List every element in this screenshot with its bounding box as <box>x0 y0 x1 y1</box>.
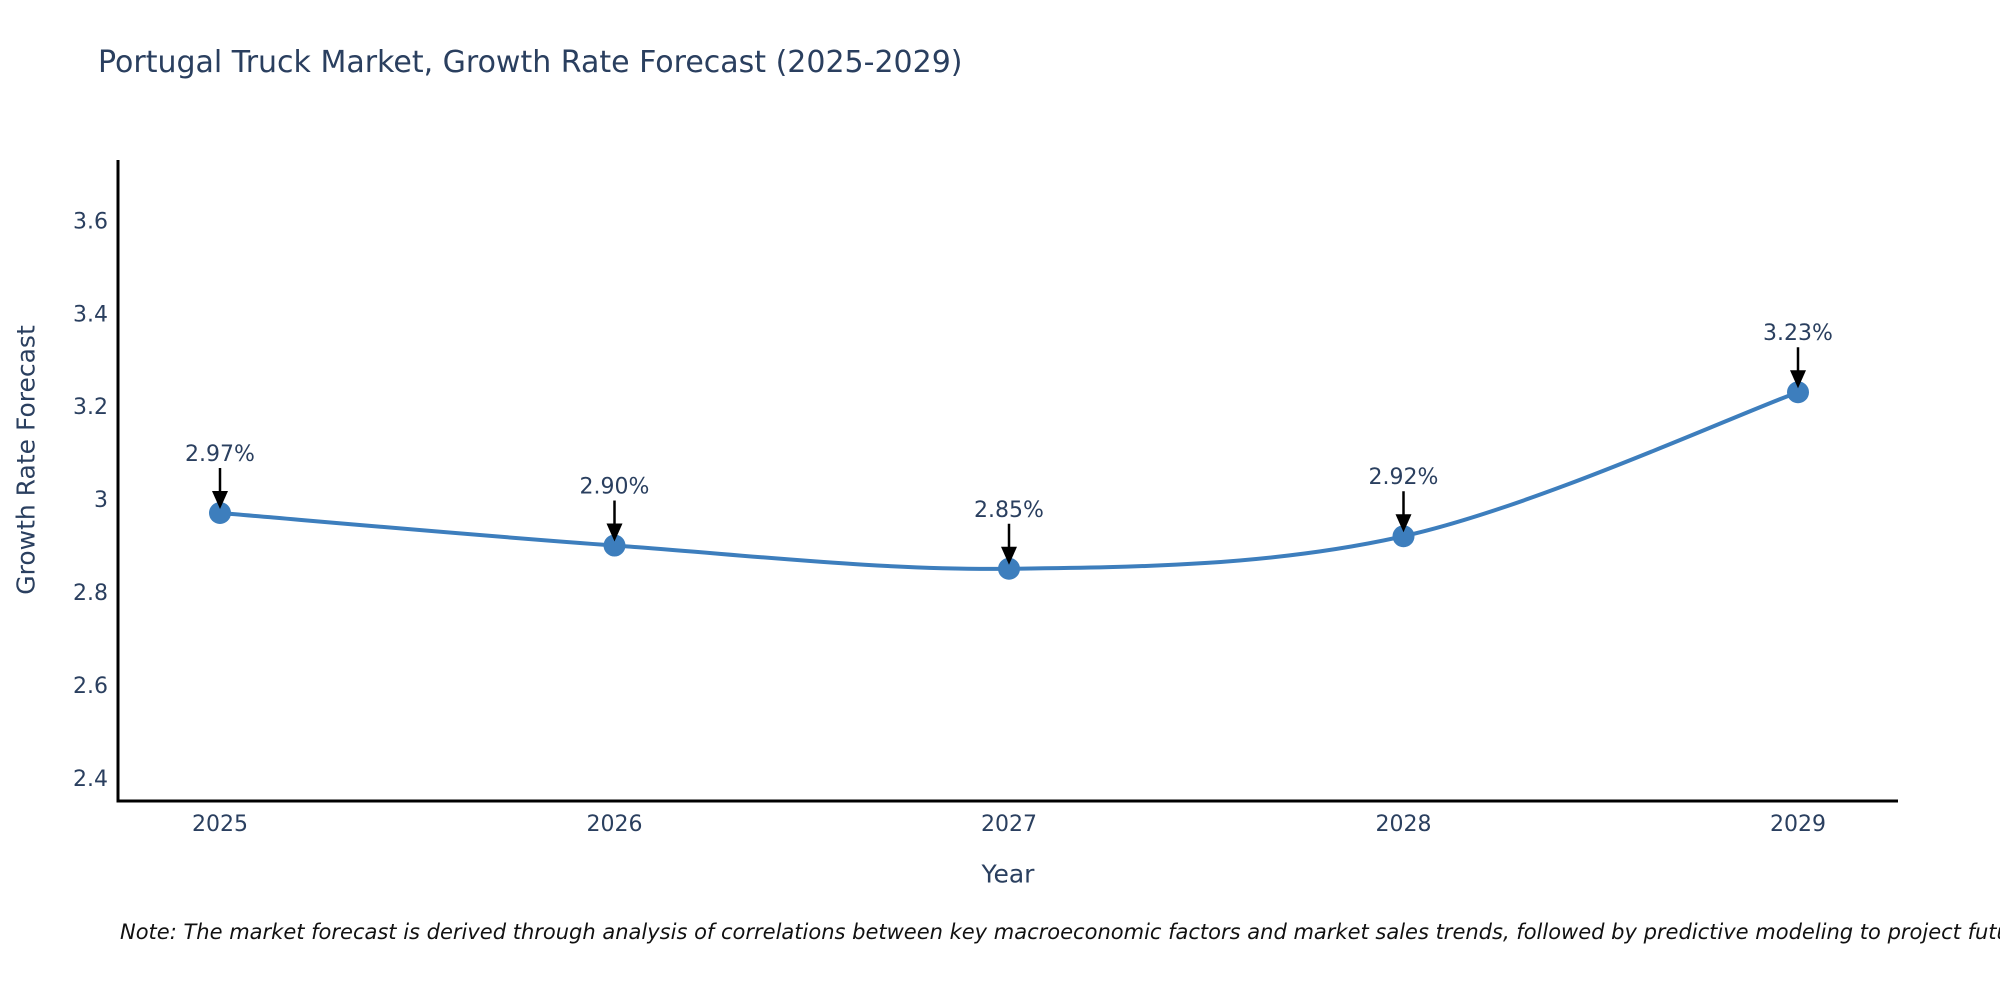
x-tick-label: 2025 <box>192 812 248 837</box>
x-tick-label: 2026 <box>587 812 643 837</box>
data-point-marker <box>209 502 231 525</box>
data-point-marker <box>998 557 1020 580</box>
annotation-arrowhead <box>1001 546 1017 565</box>
footnote: Note: The market forecast is derived thr… <box>120 920 2000 944</box>
data-point-label: 2.97% <box>185 442 255 467</box>
annotation-arrowhead <box>1790 370 1806 389</box>
y-tick-label: 3.2 <box>73 395 108 420</box>
data-point-label: 2.92% <box>1369 465 1439 490</box>
annotation-arrowhead <box>212 491 228 510</box>
annotation-arrowhead <box>1395 514 1412 533</box>
y-tick-label: 2.6 <box>73 674 108 699</box>
x-tick-label: 2029 <box>1770 812 1826 837</box>
data-point-label: 2.85% <box>974 498 1044 523</box>
y-tick-label: 2.4 <box>73 767 108 792</box>
data-point-label: 3.23% <box>1763 321 1833 346</box>
data-point-label: 2.90% <box>580 475 650 500</box>
data-point-marker <box>1787 381 1809 404</box>
y-axis-title: Growth Rate Forecast <box>11 325 41 595</box>
x-tick-label: 2027 <box>981 812 1037 837</box>
chart-title: Portugal Truck Market, Growth Rate Forec… <box>98 45 963 80</box>
data-point-marker <box>603 534 626 557</box>
data-point-marker <box>1392 525 1415 548</box>
y-tick-label: 3.6 <box>73 209 108 234</box>
x-tick-label: 2028 <box>1376 812 1432 837</box>
x-axis-title: Year <box>981 859 1035 889</box>
annotation-arrowhead <box>606 523 623 542</box>
y-tick-label: 2.8 <box>73 581 108 606</box>
y-tick-label: 3.4 <box>73 302 108 327</box>
y-tick-label: 3 <box>94 488 108 513</box>
